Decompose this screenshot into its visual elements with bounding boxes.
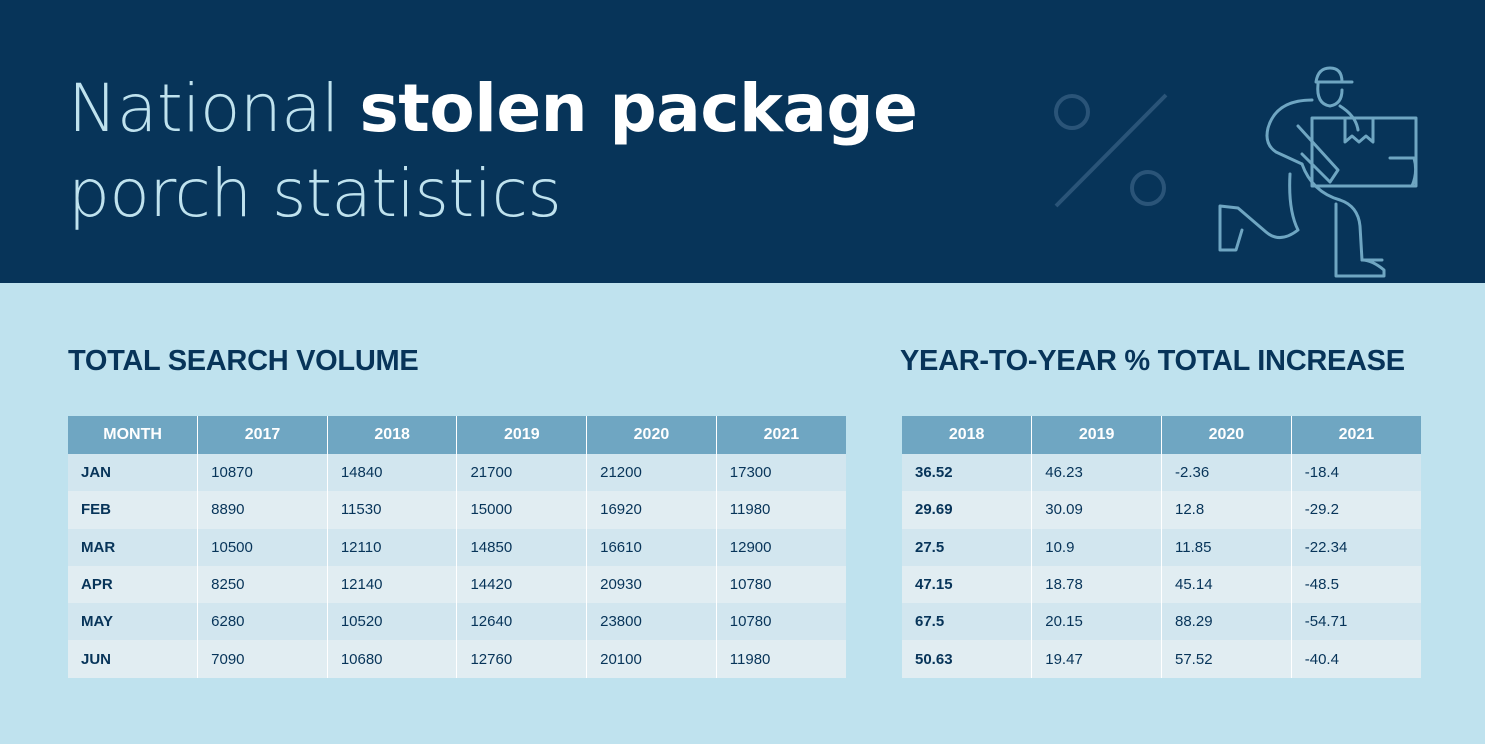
table-header-row: MONTH 2017 2018 2019 2020 2021 [68,416,846,454]
table-cell: -18.4 [1290,454,1421,492]
delivery-thief-icon [1054,66,1418,278]
table-row: 29.69 30.09 12.8 -29.2 [902,491,1421,529]
table-row: MAY 6280 10520 12640 23800 10780 [68,603,846,641]
column-header: MONTH [68,416,198,454]
column-header: 2021 [1290,416,1421,454]
table-cell: 23800 [586,603,717,641]
column-header: 2019 [1031,416,1162,454]
table-cell: 16920 [586,491,717,529]
table-row: JAN 10870 14840 21700 21200 17300 [68,454,846,492]
table-cell: -29.2 [1290,491,1421,529]
column-header: 2021 [715,416,846,454]
table-cell: 10500 [197,528,328,566]
table-cell: 36.52 [902,454,1032,492]
column-header: 2020 [586,416,717,454]
table-cell: 8890 [197,491,328,529]
table-cell: 16610 [586,528,717,566]
table-cell: 7090 [197,640,328,678]
table-cell: 45.14 [1161,565,1292,604]
table-cell: 11980 [715,640,846,678]
yoy-increase-title: YEAR-TO-YEAR % TOTAL INCREASE [900,345,1405,377]
table-cell: 29.69 [902,491,1032,529]
table-cell: -48.5 [1290,565,1421,604]
table-cell: MAR [68,528,198,566]
table-cell: 20930 [586,565,717,604]
table-cell: 8250 [197,565,328,604]
header-banner: National stolen package porch statistics [0,0,1485,283]
table-cell: 10520 [326,603,457,641]
table-cell: 10680 [326,640,457,678]
table-cell: 12900 [715,528,846,566]
table-row: 67.5 20.15 88.29 -54.71 [902,603,1421,641]
table-cell: 10870 [197,454,328,492]
table-row: FEB 8890 11530 15000 16920 11980 [68,491,846,529]
table-cell: 50.63 [902,640,1032,678]
table-row: 50.63 19.47 57.52 -40.4 [902,640,1421,678]
title-second-line: porch statistics [68,155,562,232]
percent-icon [1054,93,1168,208]
table-cell: JUN [68,640,198,678]
table-cell: -54.71 [1290,603,1421,641]
column-header: 2020 [1161,416,1292,454]
table-row: MAR 10500 12110 14850 16610 12900 [68,528,846,566]
table-cell: -40.4 [1290,640,1421,678]
table-cell: 15000 [456,491,587,529]
table-cell: 12.8 [1161,491,1292,529]
table-cell: 21200 [586,454,717,492]
page-title: National stolen package porch statistics [68,66,918,236]
table-cell: 12640 [456,603,587,641]
table-cell: 20.15 [1031,603,1162,641]
table-row: 47.15 18.78 45.14 -48.5 [902,565,1421,604]
table-cell: 6280 [197,603,328,641]
table-cell: 57.52 [1161,640,1292,678]
table-cell: 12110 [326,528,457,566]
table-cell: 88.29 [1161,603,1292,641]
table-cell: 18.78 [1031,565,1162,604]
search-volume-title: TOTAL SEARCH VOLUME [68,345,419,377]
table-cell: 10780 [715,603,846,641]
table-cell: 11980 [715,491,846,529]
table-cell: 21700 [456,454,587,492]
table-cell: 17300 [715,454,846,492]
table-cell: -2.36 [1161,454,1292,492]
table-cell: MAY [68,603,198,641]
table-cell: APR [68,565,198,604]
table-row: 36.52 46.23 -2.36 -18.4 [902,454,1421,492]
table-cell: 14850 [456,528,587,566]
title-bold-part: stolen package [359,70,918,147]
table-cell: 11530 [326,491,457,529]
table-cell: 14840 [326,454,457,492]
column-header: 2018 [902,416,1032,454]
table-cell: 20100 [586,640,717,678]
table-cell: 67.5 [902,603,1032,641]
column-header: 2019 [456,416,587,454]
table-cell: 27.5 [902,528,1032,566]
table-cell: 46.23 [1031,454,1162,492]
column-header: 2017 [197,416,328,454]
table-cell: 19.47 [1031,640,1162,678]
table-row: 27.5 10.9 11.85 -22.34 [902,528,1421,566]
title-light-part: National [68,70,360,147]
table-cell: 11.85 [1161,528,1292,566]
table-row: JUN 7090 10680 12760 20100 11980 [68,640,846,678]
table-cell: 47.15 [902,565,1032,604]
table-cell: 30.09 [1031,491,1162,529]
column-header: 2018 [326,416,457,454]
table-cell: 12760 [456,640,587,678]
table-cell: JAN [68,454,198,492]
table-cell: FEB [68,491,198,529]
table-cell: 10.9 [1031,528,1162,566]
search-volume-table: MONTH 2017 2018 2019 2020 2021 JAN 10870 14840 2… [68,416,846,678]
table-row: APR 8250 12140 14420 20930 10780 [68,565,846,604]
table-cell: 12140 [326,565,457,604]
table-cell: 14420 [456,565,587,604]
table-cell: -22.34 [1290,528,1421,566]
yoy-increase-table: 2018 2019 2020 2021 36.52 46.23 -2.36 -18.4 29.… [902,416,1421,678]
table-header-row: 2018 2019 2020 2021 [902,416,1421,454]
table-cell: 10780 [715,565,846,604]
